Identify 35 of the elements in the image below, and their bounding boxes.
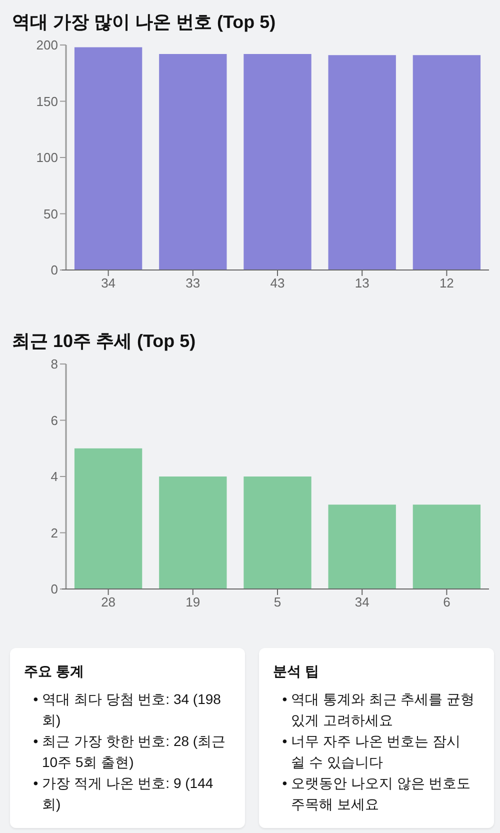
bar [159,476,227,589]
x-tick-label: 34 [354,594,370,610]
x-tick-label: 13 [354,276,370,290]
x-tick-label: 12 [439,276,454,290]
y-tick-label: 50 [44,206,58,222]
y-tick-label: 6 [50,412,58,428]
x-tick-label: 34 [101,276,116,290]
x-tick-label: 33 [186,276,200,290]
x-tick-label: 6 [443,594,450,610]
y-tick-label: 200 [36,38,58,52]
text: • 역대 통계와 최근 추세를 균형 있게 고려하세요 [281,690,476,730]
bar [412,504,481,589]
x-tick-label: 19 [186,594,200,610]
text: 주요 통계 [24,662,85,681]
y-tick-label: 150 [36,94,58,109]
y-tick-label: 2 [50,525,58,540]
text: • 가장 적게 나온 번호: 9 (144회) [32,774,214,814]
bar [74,448,142,589]
text: • 너무 자주 나온 번호는 잠시 쉴 수 있습니다 [281,732,462,772]
y-tick-label: 4 [50,469,58,484]
bar [244,476,312,589]
chart-title: 역대 가장 많이 나온 번호 (Top 5) [12,11,276,33]
x-tick-label: 5 [274,594,282,610]
y-tick-label: 8 [50,356,58,372]
text: 분석 팁 [273,662,320,681]
x-tick-label: 28 [101,594,116,610]
text: • 역대 최다 당첨 번호: 34 (198회) [32,690,222,730]
chart-title: 최근 10주 추세 (Top 5) [12,330,196,352]
y-tick-label: 0 [50,582,58,596]
text: • 최근 가장 핫한 번호: 28 (최근 10주 5회 출현) [32,732,227,772]
y-tick-label: 100 [36,150,58,165]
bar [328,504,396,589]
x-tick-label: 43 [270,276,285,290]
y-tick-label: 0 [50,262,58,278]
text: • 오랫동안 나오지 않은 번호도 주목해 보세요 [281,774,472,814]
